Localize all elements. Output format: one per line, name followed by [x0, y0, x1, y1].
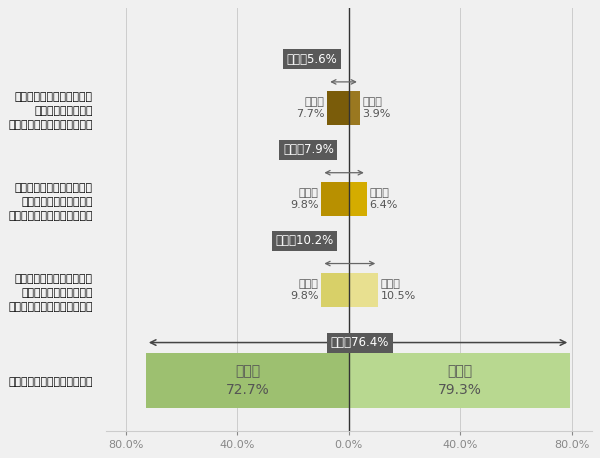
Text: 男性の
9.8%: 男性の 9.8% [290, 188, 319, 210]
Text: 男性の
72.7%: 男性の 72.7% [226, 365, 269, 397]
Bar [349, 354, 570, 408]
Bar [328, 91, 349, 125]
Text: 男性の
7.7%: 男性の 7.7% [296, 97, 325, 120]
Bar [349, 182, 367, 216]
Bar [322, 273, 349, 307]
Text: 女性の
10.5%: 女性の 10.5% [381, 278, 416, 301]
Text: 全体の5.6%: 全体の5.6% [286, 53, 337, 65]
Text: 全体の76.4%: 全体の76.4% [331, 336, 389, 349]
Text: 男性の
9.8%: 男性の 9.8% [290, 278, 319, 301]
Text: 女性の
6.4%: 女性の 6.4% [370, 188, 398, 210]
Bar [146, 354, 349, 408]
Text: 女性の
3.9%: 女性の 3.9% [362, 97, 391, 120]
Bar [349, 91, 360, 125]
Bar [349, 273, 378, 307]
Bar [322, 182, 349, 216]
Text: 女性の
79.3%: 女性の 79.3% [437, 365, 481, 397]
Text: 全体の10.2%: 全体の10.2% [275, 234, 334, 247]
Text: 全体の7.9%: 全体の7.9% [283, 143, 334, 156]
